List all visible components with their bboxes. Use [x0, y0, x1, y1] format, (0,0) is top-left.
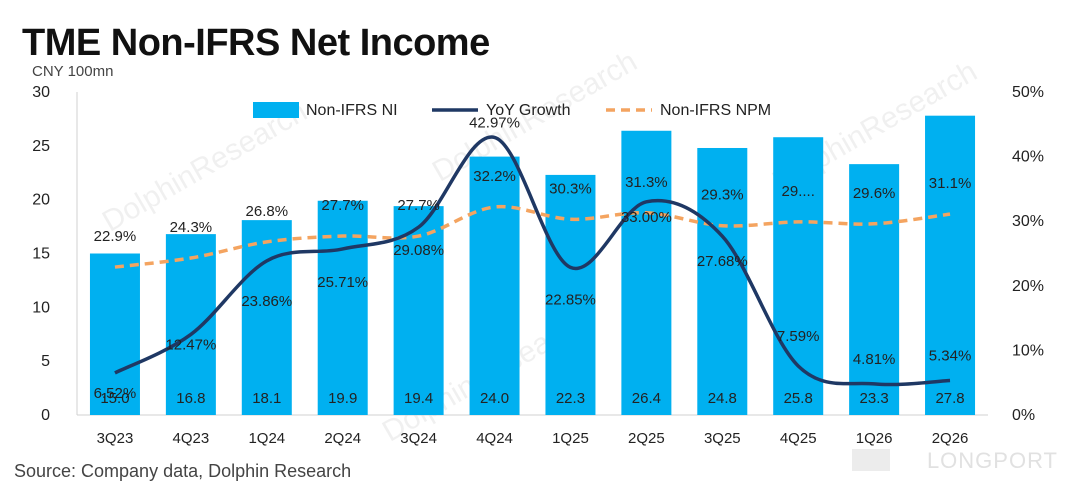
growth-data-label: 23.86% [241, 293, 292, 310]
y-left-tick-label: 30 [32, 84, 50, 101]
bar-non-ifrs-ni [241, 220, 292, 415]
bar-data-label: 15.0 [100, 390, 129, 407]
watermark-logo [852, 449, 890, 471]
bar-data-label: 24.0 [480, 390, 509, 407]
npm-data-label: 27.7% [321, 197, 364, 214]
growth-data-label: 12.47% [165, 336, 216, 353]
npm-data-label: 29.... [782, 183, 815, 200]
bar-data-label: 16.8 [176, 390, 205, 407]
npm-data-label: 31.1% [929, 175, 972, 192]
y-left-tick-label: 5 [41, 353, 50, 370]
bar-data-label: 26.4 [632, 390, 661, 407]
bar-data-label: 19.4 [404, 390, 433, 407]
legend-swatch-bar [253, 102, 299, 118]
bar-non-ifrs-ni [393, 206, 444, 415]
bar-non-ifrs-ni [773, 137, 824, 415]
x-tick-label: 3Q25 [704, 430, 741, 447]
x-tick-label: 3Q23 [97, 430, 134, 447]
x-tick-label: 1Q24 [248, 430, 285, 447]
bar-non-ifrs-ni [89, 253, 140, 415]
npm-data-label: 32.2% [473, 168, 516, 185]
y-right-tick-label: 30% [1012, 213, 1044, 230]
npm-data-label: 29.3% [701, 187, 744, 204]
npm-data-label: 22.9% [94, 228, 137, 245]
bar-data-label: 18.1 [252, 390, 281, 407]
watermark-text: LONGPORT [926, 448, 1058, 473]
series-line-npm [114, 204, 951, 269]
bar-non-ifrs-ni [697, 147, 748, 415]
x-tick-label: 2Q26 [932, 430, 969, 447]
x-tick-label: 4Q24 [476, 430, 513, 447]
y-right-tick-label: 40% [1012, 149, 1044, 166]
x-tick-label: 4Q25 [780, 430, 817, 447]
npm-data-label: 24.3% [170, 219, 213, 236]
npm-data-label: 27.7% [397, 197, 440, 214]
growth-data-label: 5.34% [929, 348, 972, 365]
growth-data-label: 22.85% [545, 291, 596, 308]
series-line-yoy-growth [114, 135, 951, 387]
y-right-tick-label: 0% [1012, 407, 1035, 424]
x-tick-label: 2Q25 [628, 430, 665, 447]
x-tick-label: 2Q24 [324, 430, 361, 447]
unit-label: CNY 100mn [32, 63, 114, 80]
growth-data-label: 6.52% [94, 385, 137, 402]
bar-data-label: 19.9 [328, 390, 357, 407]
npm-data-label: 29.6% [853, 185, 896, 202]
bar-non-ifrs-ni [165, 234, 216, 415]
y-left-tick-label: 25 [32, 138, 50, 155]
legend-label-non-ifrs-ni: Non-IFRS NI [306, 102, 398, 119]
bar-non-ifrs-ni [621, 130, 672, 415]
y-right-tick-label: 50% [1012, 84, 1044, 101]
growth-data-label: 4.81% [853, 351, 896, 368]
npm-data-label: 30.3% [549, 180, 592, 197]
bar-non-ifrs-ni [469, 156, 520, 415]
y-right-tick-label: 20% [1012, 278, 1044, 295]
bar-data-label: 22.3 [556, 390, 585, 407]
growth-data-label: 7.59% [777, 328, 820, 345]
x-tick-label: 4Q23 [173, 430, 210, 447]
y-left-tick-label: 15 [32, 246, 50, 263]
bar-non-ifrs-ni [925, 115, 976, 415]
chart-title: TME Non-IFRS Net Income [22, 22, 490, 64]
legend-label-non-ifrs-npm: Non-IFRS NPM [660, 102, 771, 119]
source-note: Source: Company data, Dolphin Research [14, 461, 352, 481]
growth-data-label: 29.08% [393, 242, 444, 259]
y-left-tick-label: 20 [32, 192, 50, 209]
bar-data-label: 24.8 [708, 390, 737, 407]
growth-data-label: 33.00% [621, 209, 672, 226]
x-tick-label: 3Q24 [400, 430, 437, 447]
y-left-tick-label: 10 [32, 299, 50, 316]
legend-label-yoy-growth: YoY Growth [486, 102, 571, 119]
growth-data-label: 42.97% [469, 114, 520, 131]
x-tick-label: 1Q25 [552, 430, 589, 447]
growth-data-label: 27.68% [697, 253, 748, 270]
y-right-tick-label: 10% [1012, 342, 1044, 359]
npm-data-label: 26.8% [246, 203, 289, 220]
bar-data-label: 23.3 [860, 390, 889, 407]
growth-data-label: 25.71% [317, 274, 368, 291]
bar-data-label: 27.8 [935, 390, 964, 407]
y-left-tick-label: 0 [41, 407, 50, 424]
x-tick-label: 1Q26 [856, 430, 893, 447]
npm-data-label: 31.3% [625, 174, 668, 191]
bar-non-ifrs-ni [545, 174, 596, 415]
bar-non-ifrs-ni [317, 200, 368, 415]
bar-non-ifrs-ni [849, 164, 900, 415]
bar-data-label: 25.8 [784, 390, 813, 407]
